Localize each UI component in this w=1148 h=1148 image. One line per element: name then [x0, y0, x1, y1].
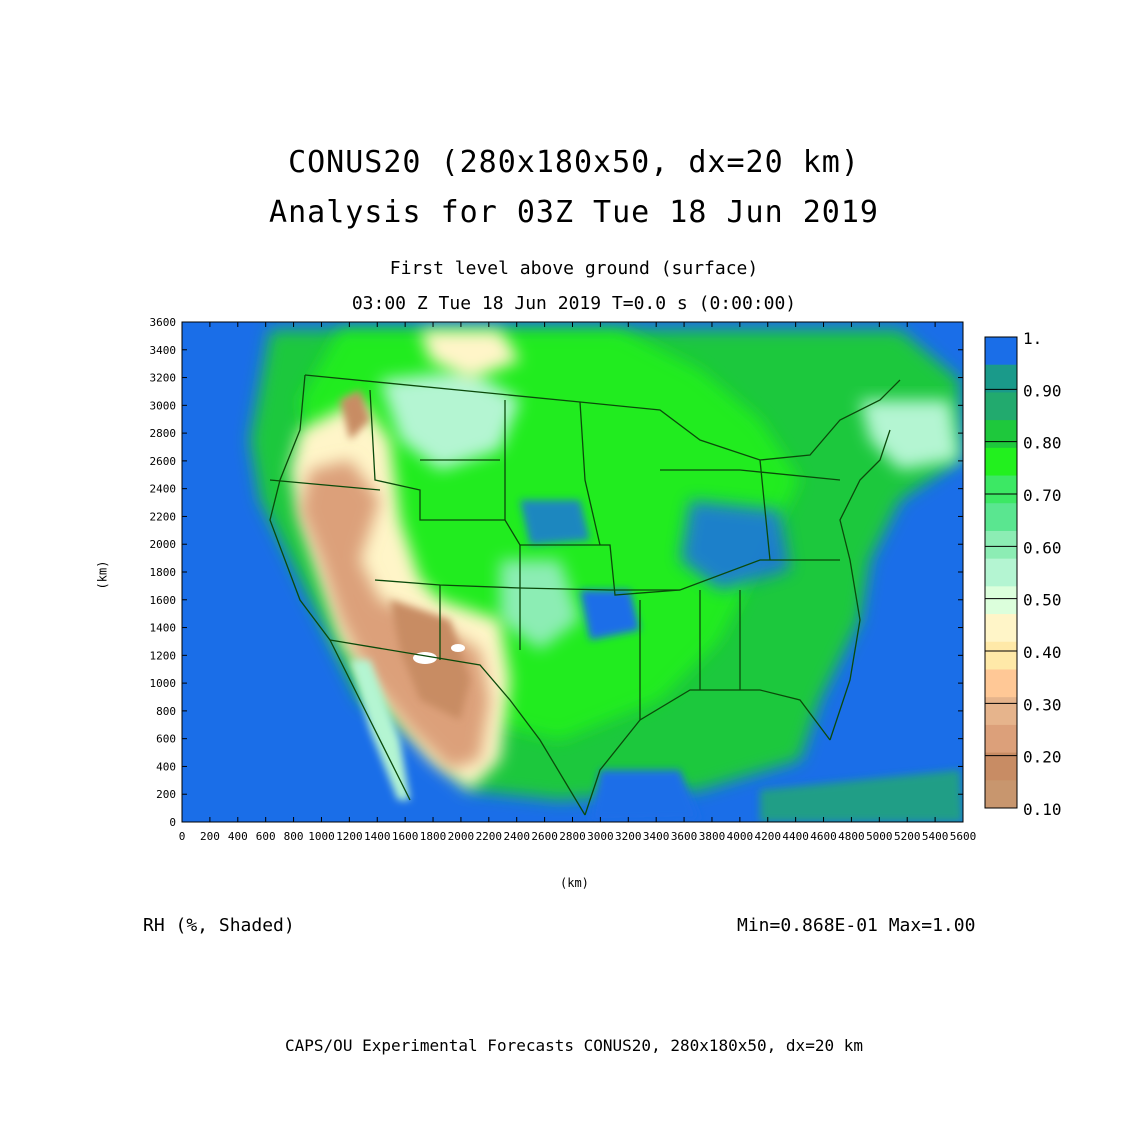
x-tick-label: 1600: [392, 830, 419, 843]
y-tick-label: 2600: [150, 455, 177, 468]
x-tick-label: 3600: [671, 830, 698, 843]
y-tick-label: 3000: [150, 399, 177, 412]
rh-shading: [182, 322, 963, 822]
colorbar-label: 0.50: [1023, 591, 1062, 610]
x-tick-label: 200: [200, 830, 220, 843]
y-tick-label: 1600: [150, 594, 177, 607]
y-tick-label: 1000: [150, 677, 177, 690]
x-tick-label: 1400: [364, 830, 391, 843]
colorbar-swatch: [985, 558, 1017, 587]
x-tick-label: 4800: [838, 830, 865, 843]
colorbar-swatch: [985, 475, 1017, 504]
y-tick-label: 200: [156, 788, 176, 801]
axis-ticks: 0 200 400 600 800 1000 1200 1400 1600 1800 2000 220…: [150, 316, 977, 843]
x-tick-label: 2400: [503, 830, 530, 843]
colorbar-label: 0.30: [1023, 695, 1062, 714]
x-tick-label: 4600: [810, 830, 837, 843]
x-tick-label: 4000: [727, 830, 754, 843]
x-tick-label: 4200: [755, 830, 782, 843]
y-tick-label: 2800: [150, 427, 177, 440]
title-line-2: Analysis for 03Z Tue 18 Jun 2019: [269, 195, 879, 230]
colorbar: 1. 0.90 0.80 0.70 0.60 0.50 0.40 0.30 0.20 0.10: [984, 329, 1062, 819]
y-tick-label: 800: [156, 705, 176, 718]
colorbar-swatch: [985, 337, 1017, 366]
y-tick-label: 2400: [150, 483, 177, 496]
x-tick-label: 5200: [894, 830, 921, 843]
colorbar-swatch: [985, 669, 1017, 698]
title-line-1: CONUS20 (280x180x50, dx=20 km): [288, 145, 860, 180]
x-tick-label: 2600: [531, 830, 558, 843]
x-tick-label: 3800: [699, 830, 726, 843]
x-tick-label: 5400: [922, 830, 949, 843]
subtitle-line-2: 03:00 Z Tue 18 Jun 2019 T=0.0 s (0:00:00…: [351, 293, 797, 314]
x-tick-label: 800: [284, 830, 304, 843]
colorbar-swatch: [985, 614, 1017, 643]
x-tick-label: 2000: [448, 830, 475, 843]
colorbar-swatch: [985, 447, 1017, 477]
y-axis-label: (km): [95, 560, 110, 590]
colorbar-label: 0.10: [1023, 800, 1062, 819]
y-tick-label: 2000: [150, 538, 177, 551]
x-tick-label: 3000: [587, 830, 614, 843]
colorbar-label: 0.60: [1023, 538, 1062, 557]
x-tick-label: 1200: [336, 830, 363, 843]
y-tick-label: 1200: [150, 649, 177, 662]
map-boundaries: [269, 374, 901, 816]
colorbar-swatch: [985, 586, 1017, 615]
colorbar-swatch: [985, 724, 1017, 754]
colorbar-label: 0.70: [1023, 486, 1062, 505]
x-tick-label: 3400: [643, 830, 670, 843]
colorbar-swatch: [985, 530, 1017, 560]
subtitle-line-1: First level above ground (surface): [389, 258, 759, 279]
x-tick-label: 600: [256, 830, 276, 843]
colorbar-swatch: [985, 420, 1017, 449]
colorbar-swatch: [985, 392, 1017, 421]
x-tick-label: 4400: [782, 830, 809, 843]
x-axis-label: (km): [560, 876, 589, 890]
y-tick-label: 0: [169, 816, 176, 829]
variable-label: RH (%, Shaded): [143, 915, 295, 936]
x-tick-label: 1800: [420, 830, 447, 843]
colorbar-swatch: [985, 780, 1017, 809]
colorbar-label: 1.: [1023, 329, 1042, 348]
colorbar-swatch: [985, 364, 1017, 393]
y-tick-label: 2200: [150, 510, 177, 523]
colorbar-swatch: [985, 752, 1017, 781]
x-tick-label: 1000: [308, 830, 335, 843]
colorbar-label: 0.90: [1023, 381, 1062, 400]
colorbar-label: 0.40: [1023, 643, 1062, 662]
min-max-label: Min=0.868E-01 Max=1.00: [737, 915, 976, 936]
y-tick-label: 1400: [150, 622, 177, 635]
x-tick-label: 5000: [866, 830, 893, 843]
colorbar-swatch: [985, 641, 1017, 670]
y-tick-label: 1800: [150, 566, 177, 579]
y-tick-label: 3200: [150, 372, 177, 385]
colorbar-swatch: [985, 503, 1017, 532]
x-tick-label: 2800: [559, 830, 586, 843]
y-tick-label: 3400: [150, 344, 177, 357]
colorbar-label: 0.20: [1023, 748, 1062, 767]
x-tick-label: 3200: [615, 830, 642, 843]
y-tick-label: 600: [156, 733, 176, 746]
y-tick-label: 3600: [150, 316, 177, 329]
x-tick-label: 2200: [476, 830, 503, 843]
footer-credit: CAPS/OU Experimental Forecasts CONUS20, …: [285, 1036, 863, 1055]
colorbar-swatch: [985, 697, 1017, 726]
colorbar-label: 0.80: [1023, 434, 1062, 453]
x-tick-label: 400: [228, 830, 248, 843]
x-tick-label: 5600: [950, 830, 977, 843]
x-tick-label: 0: [179, 830, 186, 843]
y-tick-label: 400: [156, 760, 176, 773]
